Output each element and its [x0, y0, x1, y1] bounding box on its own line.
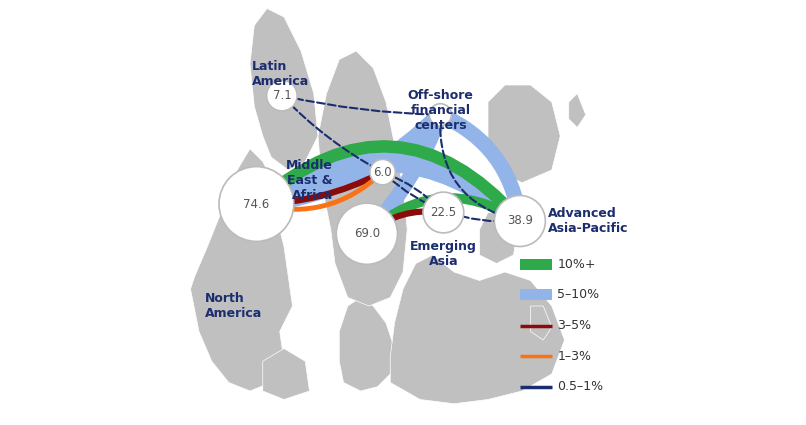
FancyArrowPatch shape: [369, 211, 441, 232]
Text: Emerging
Asia: Emerging Asia: [410, 240, 477, 268]
Polygon shape: [390, 255, 564, 404]
Circle shape: [494, 196, 546, 246]
Text: Off-shore
financial
centers: Off-shore financial centers: [408, 89, 473, 132]
Polygon shape: [569, 94, 586, 128]
Text: 38.9: 38.9: [507, 215, 533, 227]
FancyBboxPatch shape: [520, 289, 552, 300]
Text: 69.0: 69.0: [354, 227, 380, 240]
Text: 1–3%: 1–3%: [557, 350, 592, 363]
FancyArrowPatch shape: [260, 173, 380, 204]
Circle shape: [370, 159, 396, 185]
Circle shape: [430, 104, 451, 126]
Text: North
America: North America: [206, 292, 263, 320]
Text: 10%+: 10%+: [557, 258, 596, 271]
FancyArrowPatch shape: [369, 117, 439, 232]
FancyArrowPatch shape: [385, 173, 442, 210]
FancyArrowPatch shape: [369, 198, 517, 232]
FancyArrowPatch shape: [259, 162, 517, 219]
Text: 5–10%: 5–10%: [557, 289, 600, 301]
Circle shape: [219, 167, 293, 241]
Polygon shape: [250, 8, 318, 170]
FancyBboxPatch shape: [520, 259, 552, 270]
FancyArrowPatch shape: [443, 116, 520, 218]
FancyArrowPatch shape: [440, 118, 517, 220]
FancyArrowPatch shape: [285, 96, 438, 115]
Polygon shape: [488, 85, 560, 183]
Text: 7.1: 7.1: [272, 89, 291, 102]
Text: Advanced
Asia-Pacific: Advanced Asia-Pacific: [547, 207, 628, 235]
Text: Middle
East &
Africa: Middle East & Africa: [286, 159, 333, 202]
Circle shape: [336, 203, 397, 264]
FancyArrowPatch shape: [384, 174, 517, 221]
Text: Latin
America: Latin America: [252, 60, 310, 88]
Polygon shape: [339, 298, 394, 391]
Text: 6.0: 6.0: [373, 166, 392, 178]
FancyArrowPatch shape: [284, 98, 380, 171]
Text: 74.6: 74.6: [243, 198, 269, 210]
Circle shape: [423, 192, 463, 233]
Polygon shape: [263, 348, 310, 400]
Polygon shape: [480, 212, 517, 264]
Text: 3–5%: 3–5%: [557, 319, 592, 332]
FancyArrowPatch shape: [259, 146, 518, 219]
Circle shape: [267, 80, 297, 111]
Text: 0.5–1%: 0.5–1%: [557, 380, 604, 393]
Text: 22.5: 22.5: [430, 206, 456, 219]
FancyArrowPatch shape: [260, 117, 438, 204]
FancyArrowPatch shape: [259, 174, 380, 210]
Polygon shape: [318, 51, 407, 306]
Polygon shape: [190, 149, 293, 391]
Polygon shape: [530, 306, 552, 340]
